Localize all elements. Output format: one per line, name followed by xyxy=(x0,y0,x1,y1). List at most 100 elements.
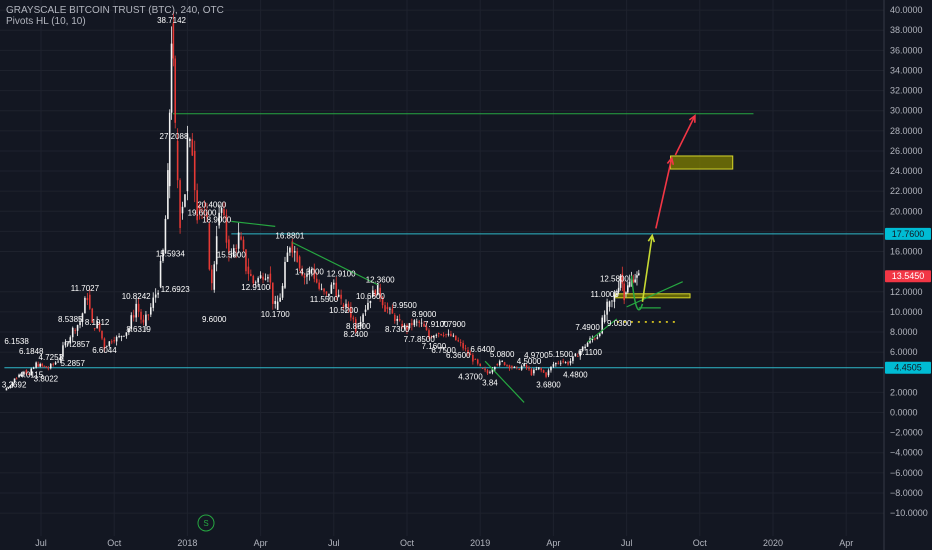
candle-body-125 xyxy=(303,275,306,278)
trend-line-0 xyxy=(231,220,276,227)
candle-body-157 xyxy=(381,297,384,306)
price-tag-label: 17.7600 xyxy=(892,229,925,239)
candle-body-108 xyxy=(262,276,264,280)
pivot-label: 12.6923 xyxy=(161,285,190,294)
indicator-label[interactable]: Pivots HL (10, 10) xyxy=(6,16,86,27)
x-tick-label: Jul xyxy=(328,538,340,548)
y-tick-label: 2.0000 xyxy=(890,387,918,397)
candle-body-226 xyxy=(550,366,552,371)
pivot-label: 3.6800 xyxy=(536,380,561,389)
candle-body-7 xyxy=(20,374,23,376)
grid-lines xyxy=(0,0,884,536)
arrow-head-2 xyxy=(688,114,696,123)
y-tick-label: 28.0000 xyxy=(890,126,923,136)
candle-body-101 xyxy=(245,249,247,272)
y-tick-label: 22.0000 xyxy=(890,186,923,196)
y-tick-label: 16.0000 xyxy=(890,247,923,257)
candle-body-129 xyxy=(313,268,316,279)
candle-body-20 xyxy=(49,363,52,369)
candle-body-162 xyxy=(394,314,396,321)
candle-body-111 xyxy=(269,273,272,283)
candle-body-117 xyxy=(284,261,286,288)
candle-body-216 xyxy=(525,365,528,368)
candle-body-248 xyxy=(603,314,606,322)
candle-body-196 xyxy=(476,359,479,364)
candle-body-69 xyxy=(168,112,171,187)
symbol-title[interactable]: GRAYSCALE BITCOIN TRUST (BTC), 240, OTC xyxy=(6,5,224,16)
candle-body-175 xyxy=(425,326,428,331)
candle-body-192 xyxy=(467,350,469,354)
candle-body-185 xyxy=(450,333,452,337)
candle-body-166 xyxy=(403,324,406,328)
x-tick-label: Apr xyxy=(839,538,853,548)
candle-body-82 xyxy=(198,206,201,211)
candle-body-93 xyxy=(225,215,228,243)
candle-body-159 xyxy=(386,306,389,310)
candle-body-62 xyxy=(152,297,155,308)
candle-body-228 xyxy=(555,362,557,365)
candle-body-68 xyxy=(167,170,169,219)
candle-body-152 xyxy=(369,300,372,303)
scale-circle-icon[interactable] xyxy=(197,514,215,532)
time-axis[interactable]: Jul Oct 2018 Apr Jul Oct 2019 Apr Jul Oct 2020 Apr xyxy=(35,538,853,548)
candle-body-244 xyxy=(594,338,596,340)
target-box-1 xyxy=(615,293,691,299)
candle-body-42 xyxy=(103,338,106,350)
candle-body-1 xyxy=(7,387,10,389)
arrow-head-0 xyxy=(647,233,656,243)
candle-body-94 xyxy=(228,239,230,254)
candle-body-105 xyxy=(254,282,257,284)
candle-body-204 xyxy=(496,364,499,366)
candle-body-146 xyxy=(354,319,357,332)
candle-body-36 xyxy=(89,294,91,309)
pivot-label: 12.5800 xyxy=(600,275,629,284)
candle-body-254 xyxy=(617,287,620,292)
candle-body-189 xyxy=(459,342,462,343)
candle-body-143 xyxy=(347,303,350,308)
candle-body-207 xyxy=(503,362,506,366)
x-tick-label: Jul xyxy=(621,538,633,548)
candle-body-59 xyxy=(145,314,147,326)
candle-body-52 xyxy=(128,329,130,333)
candle-body-256 xyxy=(621,273,624,284)
price-tag-bg-0 xyxy=(885,227,931,240)
candle-body-27 xyxy=(67,343,69,345)
candle-body-80 xyxy=(193,150,196,191)
pivot-label: 10.5200 xyxy=(329,306,358,315)
candle-body-57 xyxy=(140,311,142,320)
scale-marker[interactable]: S xyxy=(197,514,215,532)
candle-body-122 xyxy=(296,251,298,262)
y-tick-label: −2.0000 xyxy=(890,428,923,438)
pivot-label: 4.5000 xyxy=(517,357,542,366)
candle-body-258 xyxy=(625,292,627,294)
candle-body-245 xyxy=(596,337,599,339)
candle-body-147 xyxy=(357,325,359,327)
pivot-label: 12.9100 xyxy=(327,270,356,279)
candle-body-106 xyxy=(257,278,259,283)
candle-body-5 xyxy=(15,378,18,380)
chart-header: GRAYSCALE BITCOIN TRUST (BTC), 240, OTC … xyxy=(6,5,224,27)
pivot-label: 11.7027 xyxy=(71,284,100,293)
pivot-label: 20.4000 xyxy=(197,200,226,209)
candle-body-86 xyxy=(208,223,211,270)
candle-body-158 xyxy=(384,305,386,312)
candle-body-252 xyxy=(613,295,616,302)
price-axis[interactable]: 40.0000 38.0000 36.0000 34.0000 32.0000 30.00… xyxy=(890,5,928,518)
candle-body-110 xyxy=(267,276,269,279)
arrow-head-1 xyxy=(666,156,675,165)
candle-body-247 xyxy=(601,317,603,334)
candle-body-112 xyxy=(272,282,274,304)
candle-body-250 xyxy=(608,301,611,307)
pivot-label: 6.1538 xyxy=(4,337,29,346)
pivot-label: 7.9100 xyxy=(424,320,449,329)
candle-body-77 xyxy=(186,133,189,192)
candle-body-173 xyxy=(420,322,423,324)
candle-body-140 xyxy=(340,294,342,299)
candle-body-183 xyxy=(445,334,447,335)
pivot-label: 9.9500 xyxy=(392,301,417,310)
candle-body-3 xyxy=(11,382,14,387)
candle-body-50 xyxy=(123,335,125,337)
pivot-label: 4.9700 xyxy=(524,351,549,360)
candle-body-116 xyxy=(281,285,284,298)
